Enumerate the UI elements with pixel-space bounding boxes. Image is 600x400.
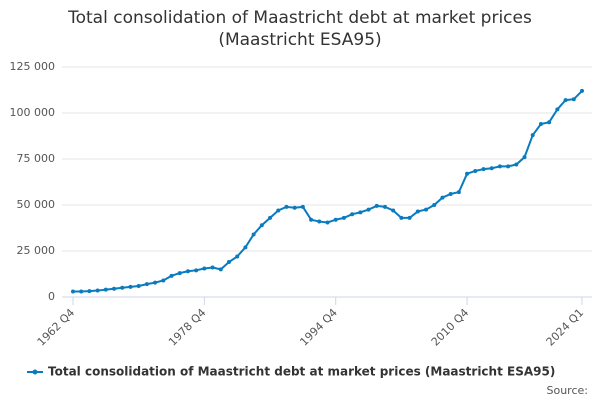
y-tick-label: 25 000 xyxy=(17,244,56,257)
point xyxy=(350,212,355,217)
point xyxy=(268,215,273,220)
point xyxy=(95,288,100,293)
source: Source: xyxy=(547,384,589,397)
point xyxy=(226,260,231,265)
point xyxy=(547,120,552,125)
point xyxy=(128,284,133,289)
point xyxy=(169,273,174,278)
point xyxy=(202,266,207,271)
point xyxy=(284,204,289,209)
point xyxy=(112,286,117,291)
point xyxy=(555,107,560,112)
point xyxy=(580,88,584,93)
point xyxy=(530,133,535,138)
point xyxy=(235,254,240,259)
point xyxy=(259,223,264,228)
point xyxy=(382,204,387,209)
point xyxy=(374,203,379,208)
point xyxy=(489,166,494,171)
point xyxy=(440,195,445,200)
point xyxy=(424,207,429,212)
point xyxy=(218,267,223,272)
point xyxy=(399,215,404,220)
y-tick-label: 100 000 xyxy=(10,106,56,119)
point xyxy=(473,168,478,173)
point xyxy=(522,155,527,160)
point xyxy=(514,162,519,167)
point xyxy=(465,171,470,176)
point xyxy=(276,208,281,213)
point xyxy=(538,122,543,127)
point xyxy=(87,289,92,294)
series-line xyxy=(73,90,583,293)
point xyxy=(251,232,256,237)
point xyxy=(432,203,437,207)
legend-label: Total consolidation of Maastricht debt a… xyxy=(48,365,555,379)
point xyxy=(358,210,363,215)
point xyxy=(185,269,190,274)
point xyxy=(120,285,125,290)
chart-subtitle: (Maastricht ESA95) xyxy=(218,30,381,50)
point xyxy=(415,209,420,214)
x-tick-label: 1978 Q4 xyxy=(166,306,209,349)
y-tick-label: 0 xyxy=(48,290,55,303)
point xyxy=(366,207,371,212)
point xyxy=(341,215,346,220)
point xyxy=(300,204,305,209)
x-tick-label: 1962 Q4 xyxy=(35,306,78,349)
point xyxy=(103,287,108,292)
point xyxy=(325,220,330,225)
point xyxy=(153,280,158,285)
point xyxy=(161,278,166,283)
y-tick-label: 75 000 xyxy=(17,152,56,165)
x-tick-label: 2024 Q1 xyxy=(544,306,587,349)
point xyxy=(309,217,314,222)
x-tick-label: 1994 Q4 xyxy=(297,306,340,349)
point xyxy=(79,289,84,294)
point xyxy=(506,164,511,169)
chart-title: Total consolidation of Maastricht debt a… xyxy=(67,8,532,28)
point xyxy=(194,268,199,273)
point xyxy=(407,215,412,220)
point xyxy=(563,98,568,103)
y-tick-label: 50 000 xyxy=(17,198,56,211)
point xyxy=(243,245,248,250)
point xyxy=(292,205,297,210)
point xyxy=(144,282,149,287)
point xyxy=(571,97,576,102)
point xyxy=(71,289,75,294)
point xyxy=(391,208,396,213)
x-tick-label: 2010 Q4 xyxy=(429,306,472,349)
point xyxy=(210,265,215,270)
point xyxy=(333,217,338,222)
point xyxy=(317,219,322,224)
point xyxy=(448,191,453,196)
y-tick-label: 125 000 xyxy=(10,60,56,73)
point xyxy=(481,167,486,172)
point xyxy=(456,190,461,195)
point xyxy=(497,164,502,169)
point xyxy=(136,283,141,288)
point xyxy=(177,271,182,276)
legend-marker xyxy=(32,369,38,375)
